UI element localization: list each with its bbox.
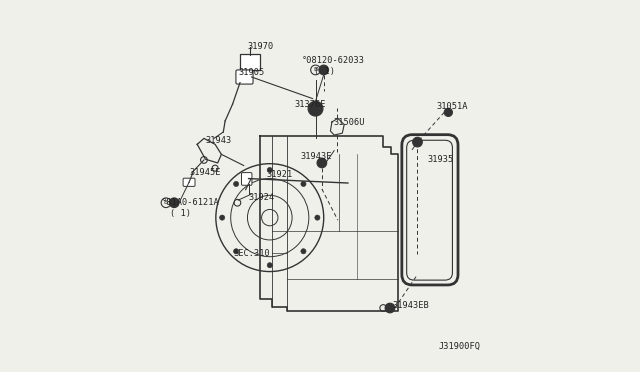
Text: °08120-62033: °08120-62033 (302, 56, 365, 65)
Circle shape (301, 181, 306, 186)
FancyBboxPatch shape (183, 178, 195, 186)
Text: °81A0-6121A: °81A0-6121A (162, 198, 220, 207)
Text: 31943EB: 31943EB (392, 301, 429, 310)
Text: 31935: 31935 (428, 155, 454, 164)
Text: B: B (164, 200, 168, 205)
FancyBboxPatch shape (236, 70, 253, 84)
Circle shape (413, 137, 422, 147)
Text: 31943: 31943 (205, 136, 232, 145)
Text: 31506U: 31506U (333, 118, 365, 126)
Text: ( 1): ( 1) (314, 67, 335, 76)
FancyBboxPatch shape (241, 54, 260, 70)
Text: 31945E: 31945E (189, 169, 221, 177)
Text: SEC.310: SEC.310 (234, 249, 271, 258)
Text: 31051A: 31051A (436, 102, 468, 110)
FancyBboxPatch shape (241, 173, 252, 185)
Circle shape (317, 158, 326, 168)
Circle shape (267, 263, 273, 268)
Circle shape (308, 101, 323, 116)
Text: 31905: 31905 (239, 68, 265, 77)
Text: 31376E: 31376E (294, 100, 326, 109)
Circle shape (385, 303, 395, 313)
Circle shape (220, 215, 225, 220)
Text: B: B (314, 67, 317, 73)
Circle shape (170, 198, 179, 208)
Circle shape (315, 215, 320, 220)
Circle shape (319, 65, 328, 75)
Circle shape (301, 249, 306, 254)
Text: J31900FQ: J31900FQ (439, 342, 481, 351)
Circle shape (444, 108, 452, 116)
Text: 31970: 31970 (248, 42, 274, 51)
Text: 31921: 31921 (266, 170, 292, 179)
Text: 31924: 31924 (248, 193, 275, 202)
Circle shape (267, 167, 273, 173)
Text: 31943E: 31943E (301, 153, 332, 161)
Circle shape (234, 181, 239, 186)
Circle shape (234, 249, 239, 254)
Text: ( 1): ( 1) (170, 209, 191, 218)
